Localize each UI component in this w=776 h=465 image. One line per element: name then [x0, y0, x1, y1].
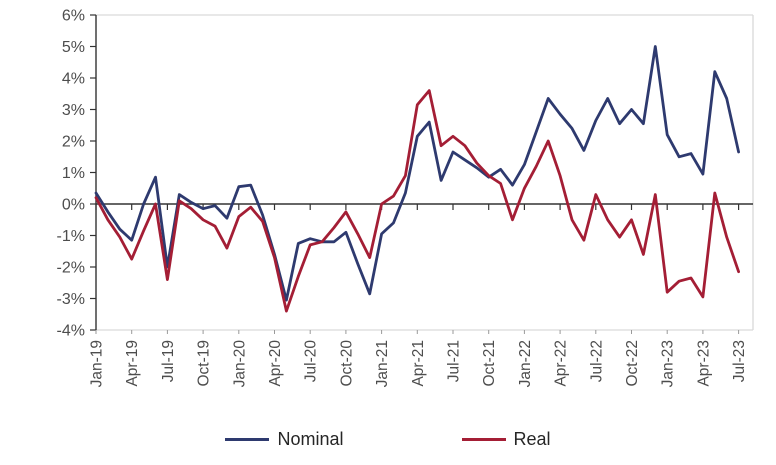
x-axis-label: Jul-20 [303, 340, 320, 383]
x-axis-label: Jan-19 [89, 340, 106, 387]
x-axis-label: Oct-19 [196, 340, 213, 387]
x-axis-label: Apr-19 [124, 340, 141, 387]
x-axis-label: Jul-21 [446, 340, 463, 382]
legend-label-nominal: Nominal [277, 428, 344, 449]
y-axis-label: 5% [62, 39, 85, 56]
y-axis-label: 0% [62, 197, 85, 214]
legend-item-nominal: Nominal [225, 428, 344, 450]
x-axis: Jan-19 Apr-19 Jul-19 Oct-19 Jan-20 Apr-20 Jul-… [89, 203, 753, 388]
x-axis-label: Apr-20 [267, 340, 284, 387]
chart-legend: Nominal Real [0, 415, 776, 463]
x-axis-label: Jul-19 [160, 340, 177, 382]
x-axis-label: Apr-23 [695, 340, 712, 387]
y-axis-label: 2% [62, 134, 85, 151]
x-axis-label: Jan-20 [231, 340, 248, 388]
y-axis-label: 6% [62, 8, 85, 25]
y-axis: 6% 5% 4% 3% 2% 1% 0% -1% -2% -3% -4% [57, 8, 97, 340]
x-axis-label: Jan-22 [517, 340, 534, 387]
x-axis-label: Apr-22 [553, 340, 570, 387]
nominal-legend-line [225, 437, 270, 441]
x-axis-label: Jan-21 [374, 340, 391, 387]
real-legend-line [461, 437, 506, 441]
y-axis-label: 3% [62, 102, 85, 119]
real-series-line [94, 89, 740, 313]
x-axis-label: Jul-22 [588, 340, 605, 382]
y-axis-label: -3% [57, 291, 85, 308]
nominal-series-line [94, 45, 740, 302]
x-axis-label: Jul-23 [731, 340, 748, 382]
y-axis-label: 1% [62, 165, 85, 182]
legend-item-real: Real [461, 428, 551, 450]
y-axis-label: -1% [57, 228, 85, 245]
x-axis-label: Apr-21 [410, 340, 427, 387]
legend-label-real: Real [513, 428, 551, 449]
y-axis-label: -2% [57, 260, 85, 277]
x-axis-label: Jan-23 [660, 340, 677, 387]
x-axis-label: Oct-20 [338, 340, 355, 387]
x-axis-label: Oct-21 [481, 340, 498, 387]
line-chart-svg: 6% 5% 4% 3% 2% 1% 0% -1% -2% -3% -4%Jan-19 Apr-19 Ju… [57, 8, 754, 388]
y-axis-label: -4% [57, 323, 85, 340]
plot-border [96, 14, 754, 331]
y-axis-label: 4% [62, 71, 85, 88]
x-axis-label: Oct-22 [624, 340, 641, 387]
